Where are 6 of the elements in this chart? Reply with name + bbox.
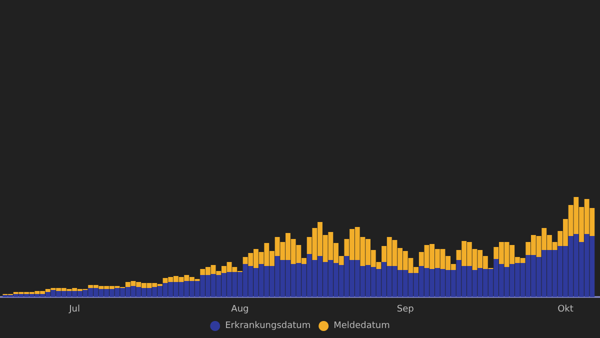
x-tick-label: Jul [68,304,80,314]
x-tick-label: Aug [231,304,249,314]
legend-label: Erkrankungsdatum [225,321,311,331]
x-tick-label: Sep [396,304,414,314]
legend-label: Meldedatum [334,321,390,331]
x-tick-label: Okt [558,304,574,314]
